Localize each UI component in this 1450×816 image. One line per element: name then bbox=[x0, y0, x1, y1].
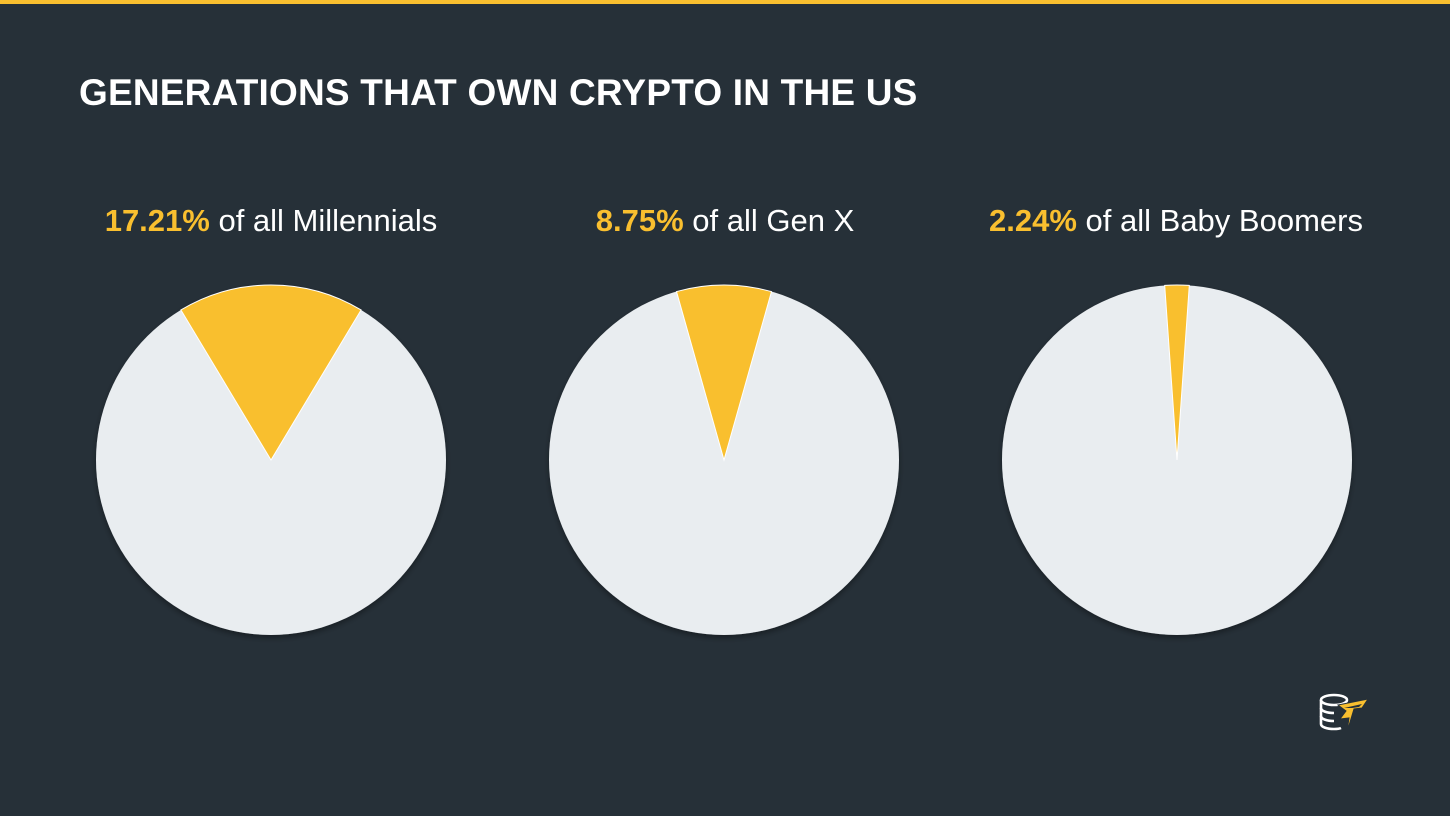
pie-label-baby-boomers: 2.24% of all Baby Boomers bbox=[950, 203, 1402, 239]
pie-label-value: 8.75% bbox=[595, 203, 684, 238]
coin-stack-lightning-logo-icon bbox=[1319, 693, 1370, 733]
pie-slice-owners bbox=[1164, 284, 1190, 461]
pie-gen-x bbox=[549, 284, 899, 635]
page-title: GENERATIONS THAT OWN CRYPTO IN THE US bbox=[79, 72, 918, 113]
pie-millennials bbox=[96, 284, 446, 635]
top-accent-bar bbox=[0, 0, 1450, 4]
pie-label-text: of all Millennials bbox=[209, 203, 438, 238]
pie-slice-owners bbox=[675, 284, 773, 462]
pie-label-text: of all Gen X bbox=[683, 203, 855, 238]
pie-label-value: 17.21% bbox=[104, 203, 210, 238]
pie-label-value: 2.24% bbox=[989, 203, 1077, 238]
pie-slice-owners bbox=[180, 284, 362, 461]
pie-label-text: of all Baby Boomers bbox=[1076, 203, 1363, 238]
pie-label-gen-x: 8.75% of all Gen X bbox=[499, 203, 951, 239]
pie-label-millennials: 17.21% of all Millennials bbox=[45, 203, 497, 239]
pie-baby-boomers bbox=[1002, 284, 1352, 635]
